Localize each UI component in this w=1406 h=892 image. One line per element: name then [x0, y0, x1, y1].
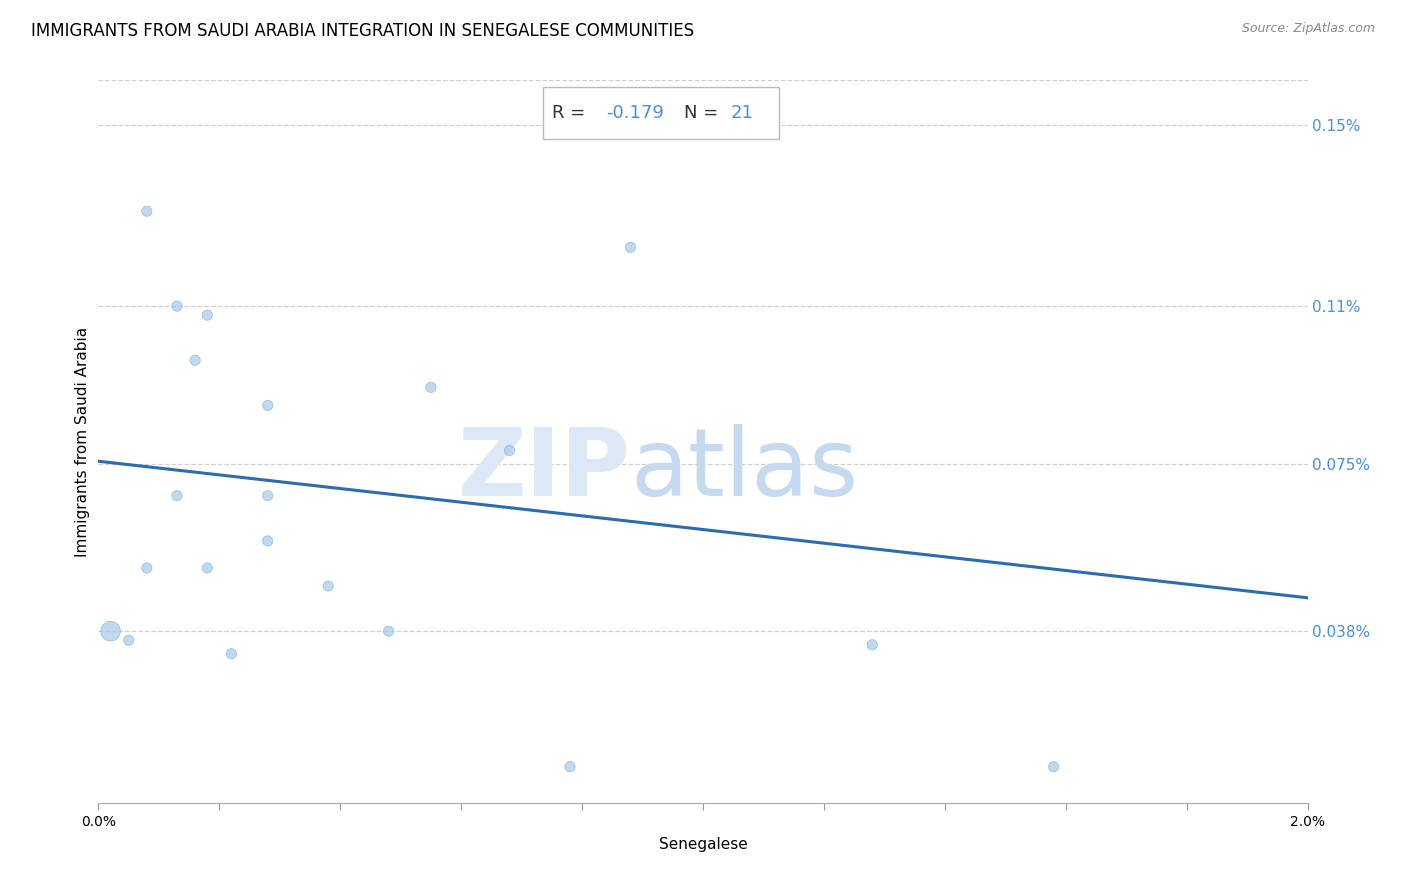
Point [135, 561, 157, 575]
Point [195, 308, 218, 322]
Text: R =: R = [553, 103, 592, 122]
Point [256, 398, 278, 412]
Point [166, 299, 188, 313]
Point [221, 647, 243, 661]
Point [166, 489, 188, 503]
Text: -0.179: -0.179 [606, 103, 664, 122]
Point [619, 240, 641, 254]
Point [1042, 760, 1064, 774]
Point [195, 561, 218, 575]
Point [377, 624, 399, 639]
Point [558, 760, 581, 774]
Point [256, 489, 278, 503]
Text: Source: ZipAtlas.com: Source: ZipAtlas.com [1241, 22, 1375, 36]
Point [256, 533, 278, 548]
Point [184, 353, 207, 368]
Text: N =: N = [685, 103, 724, 122]
Point [135, 204, 157, 219]
Point [100, 624, 122, 639]
FancyBboxPatch shape [543, 87, 779, 139]
Text: 21: 21 [730, 103, 754, 122]
Point [118, 633, 141, 648]
Point [316, 579, 339, 593]
Y-axis label: Immigrants from Saudi Arabia: Immigrants from Saudi Arabia [75, 326, 90, 557]
Text: ZIP: ZIP [457, 425, 630, 516]
Point [420, 380, 443, 394]
X-axis label: Senegalese: Senegalese [658, 837, 748, 852]
Point [679, 128, 702, 142]
Point [860, 638, 883, 652]
Text: IMMIGRANTS FROM SAUDI ARABIA INTEGRATION IN SENEGALESE COMMUNITIES: IMMIGRANTS FROM SAUDI ARABIA INTEGRATION… [31, 22, 695, 40]
Point [498, 443, 520, 458]
Text: atlas: atlas [630, 425, 859, 516]
